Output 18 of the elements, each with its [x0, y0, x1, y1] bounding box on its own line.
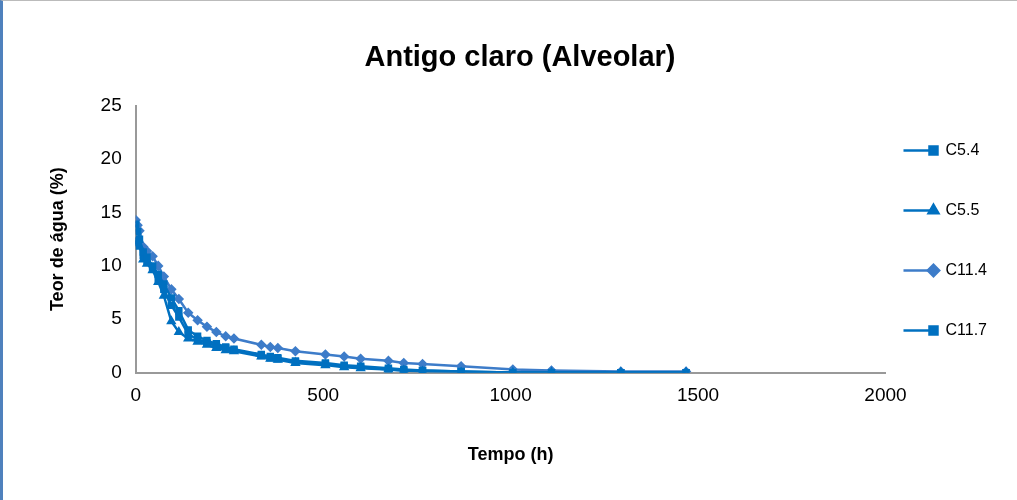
y-tick-label: 15 [100, 200, 122, 222]
x-tick-label: 500 [307, 384, 340, 406]
y-tick-label: 5 [111, 307, 122, 329]
y-axis-title: Teor de água (%) [46, 167, 67, 312]
y-tick-label: 10 [100, 254, 122, 276]
y-tick-label: 0 [111, 360, 122, 382]
y-tick-label: 25 [100, 94, 122, 116]
legend-label: C11.7 [945, 320, 988, 338]
x-tick-label: 0 [130, 384, 142, 406]
y-tick-label: 20 [100, 147, 122, 169]
x-tick-label: 1500 [676, 384, 720, 406]
x-axis-title: Tempo (h) [467, 444, 554, 465]
x-tick-label: 1000 [489, 384, 532, 406]
chart-title: Antigo claro (Alveolar) [364, 40, 676, 73]
x-tick-label: 2000 [864, 384, 907, 406]
legend-label: C5.5 [945, 200, 980, 218]
legend-label: C11.4 [945, 260, 988, 278]
legend-label: C5.4 [945, 140, 980, 158]
